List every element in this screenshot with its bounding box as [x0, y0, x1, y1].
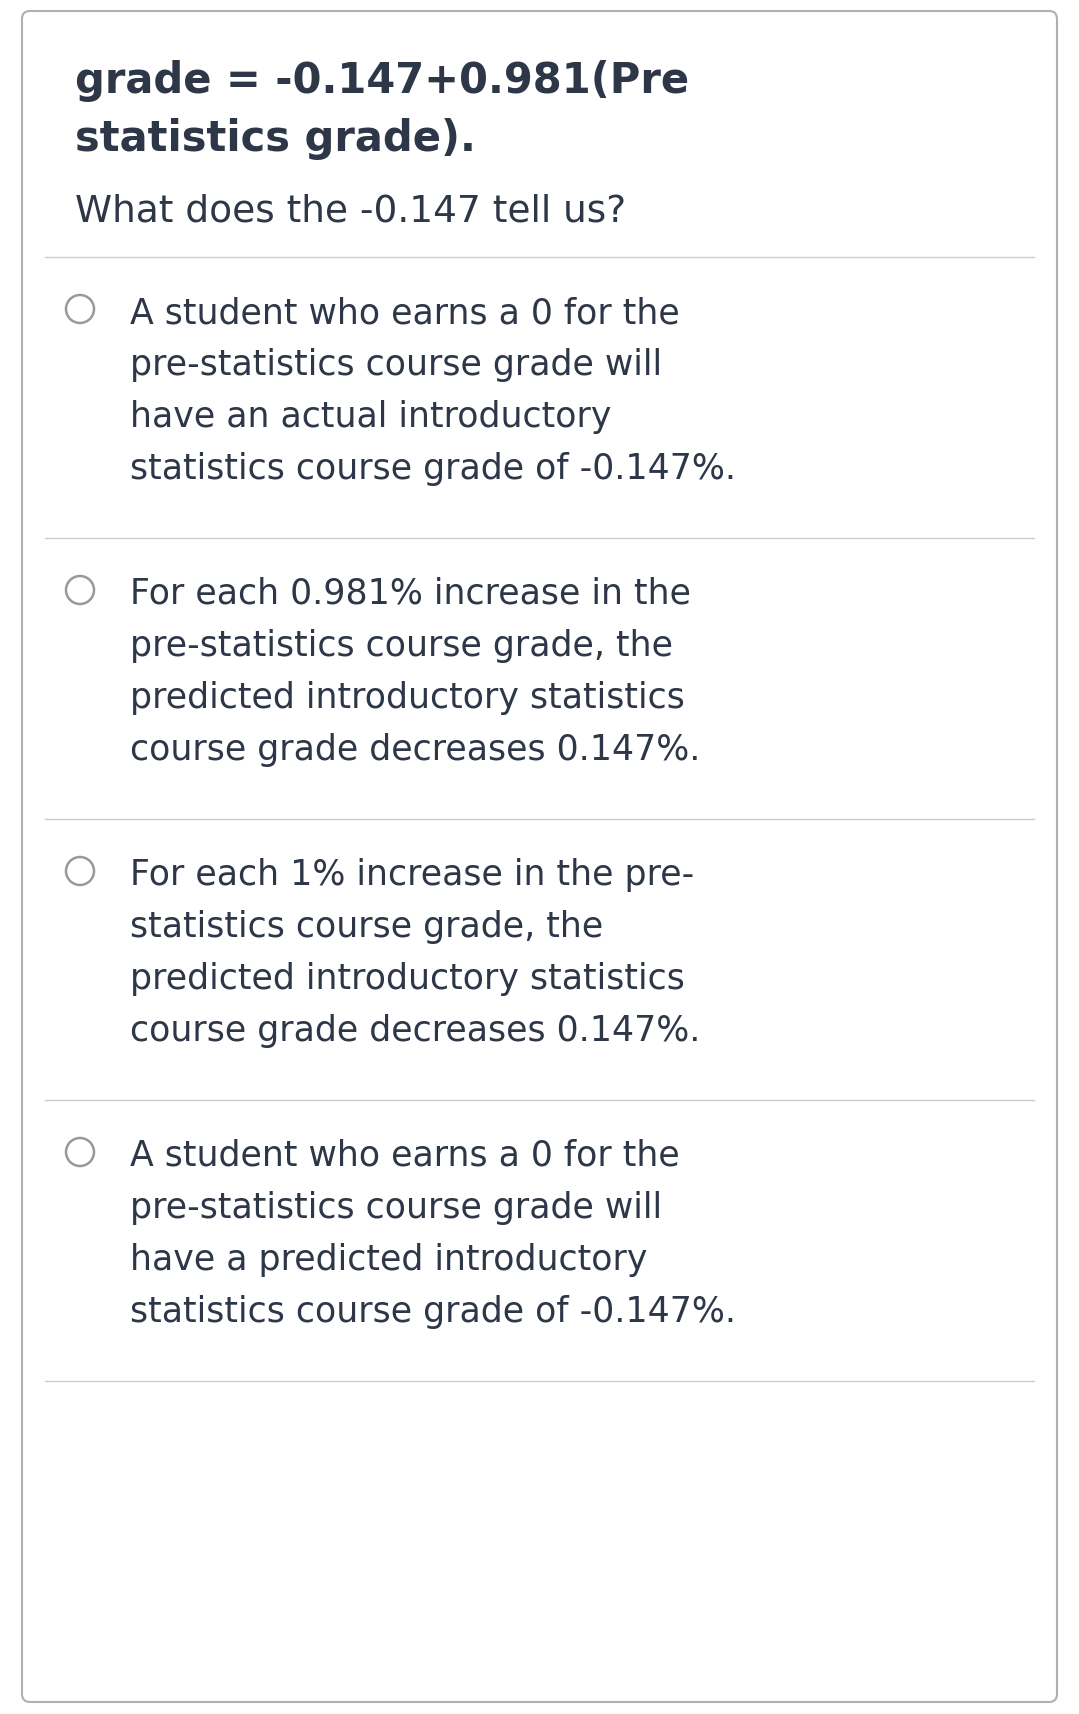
FancyBboxPatch shape	[22, 12, 1057, 1702]
Text: predicted introductory statistics: predicted introductory statistics	[129, 680, 685, 715]
Text: For each 1% increase in the pre-: For each 1% increase in the pre-	[129, 857, 694, 891]
Text: pre-statistics course grade will: pre-statistics course grade will	[129, 348, 663, 382]
Text: A student who earns a 0 for the: A student who earns a 0 for the	[129, 1138, 680, 1172]
Text: course grade decreases 0.147%.: course grade decreases 0.147%.	[129, 1013, 700, 1047]
Text: pre-statistics course grade will: pre-statistics course grade will	[129, 1190, 663, 1224]
Text: grade = -0.147+0.981(Pre: grade = -0.147+0.981(Pre	[76, 60, 689, 101]
Text: predicted introductory statistics: predicted introductory statistics	[129, 962, 685, 996]
Text: A student who earns a 0 for the: A student who earns a 0 for the	[129, 297, 680, 329]
Text: pre-statistics course grade, the: pre-statistics course grade, the	[129, 629, 673, 663]
Text: What does the -0.147 tell us?: What does the -0.147 tell us?	[76, 194, 626, 230]
Text: statistics course grade of -0.147%.: statistics course grade of -0.147%.	[129, 452, 736, 485]
Text: have an actual introductory: have an actual introductory	[129, 399, 612, 434]
Text: For each 0.981% increase in the: For each 0.981% increase in the	[129, 576, 691, 610]
Text: statistics course grade, the: statistics course grade, the	[129, 910, 603, 943]
Text: statistics course grade of -0.147%.: statistics course grade of -0.147%.	[129, 1294, 736, 1328]
Text: course grade decreases 0.147%.: course grade decreases 0.147%.	[129, 732, 700, 766]
Text: statistics grade).: statistics grade).	[76, 118, 476, 159]
Text: have a predicted introductory: have a predicted introductory	[129, 1243, 647, 1277]
